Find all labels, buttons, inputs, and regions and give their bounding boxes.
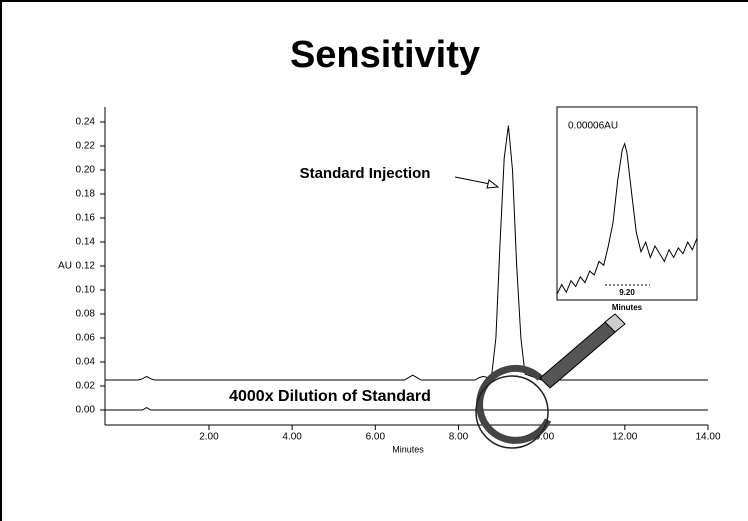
- y-tick-label: 0.20: [76, 165, 96, 176]
- x-tick-label: 9.20: [619, 288, 635, 297]
- annotation: Standard Injection: [300, 165, 431, 182]
- annotation: 4000x Dilution of Standard: [229, 388, 431, 405]
- inset-frame: [557, 107, 697, 300]
- chart-title: Sensitivity: [290, 34, 480, 76]
- y-axis-label: AU: [58, 261, 72, 272]
- y-tick-label: 0.08: [76, 309, 96, 320]
- y-tick-label: 0.10: [76, 285, 96, 296]
- x-axis-label: Minutes: [392, 444, 424, 454]
- x-tick-label: 14.00: [695, 432, 720, 443]
- y-tick-label: 0.02: [76, 381, 96, 392]
- x-tick-label: 12.00: [612, 432, 637, 443]
- y-tick-label: 0.06: [76, 333, 96, 344]
- y-tick-label: 0.16: [76, 213, 96, 224]
- y-tick-label: 0.18: [76, 189, 96, 200]
- x-tick-label: 2.00: [199, 432, 219, 443]
- y-tick-label: 0.22: [76, 141, 96, 152]
- x-tick-label: 8.00: [449, 432, 469, 443]
- chart: Sensitivity AU Minutes Standard Injectio…: [0, 0, 748, 521]
- x-tick-label: 4.00: [282, 432, 302, 443]
- y-tick-label: 0.14: [76, 237, 96, 248]
- y-tick-label: 0.04: [76, 357, 96, 368]
- y-tick-label: 0.24: [76, 117, 96, 128]
- y-tick-label: 0.12: [76, 261, 96, 272]
- y-tick-label: 0.00: [76, 405, 96, 416]
- inset-annotation: 0.00006AU: [568, 121, 618, 132]
- inset-x-label: Minutes: [612, 303, 643, 312]
- x-tick-label: 6.00: [366, 432, 386, 443]
